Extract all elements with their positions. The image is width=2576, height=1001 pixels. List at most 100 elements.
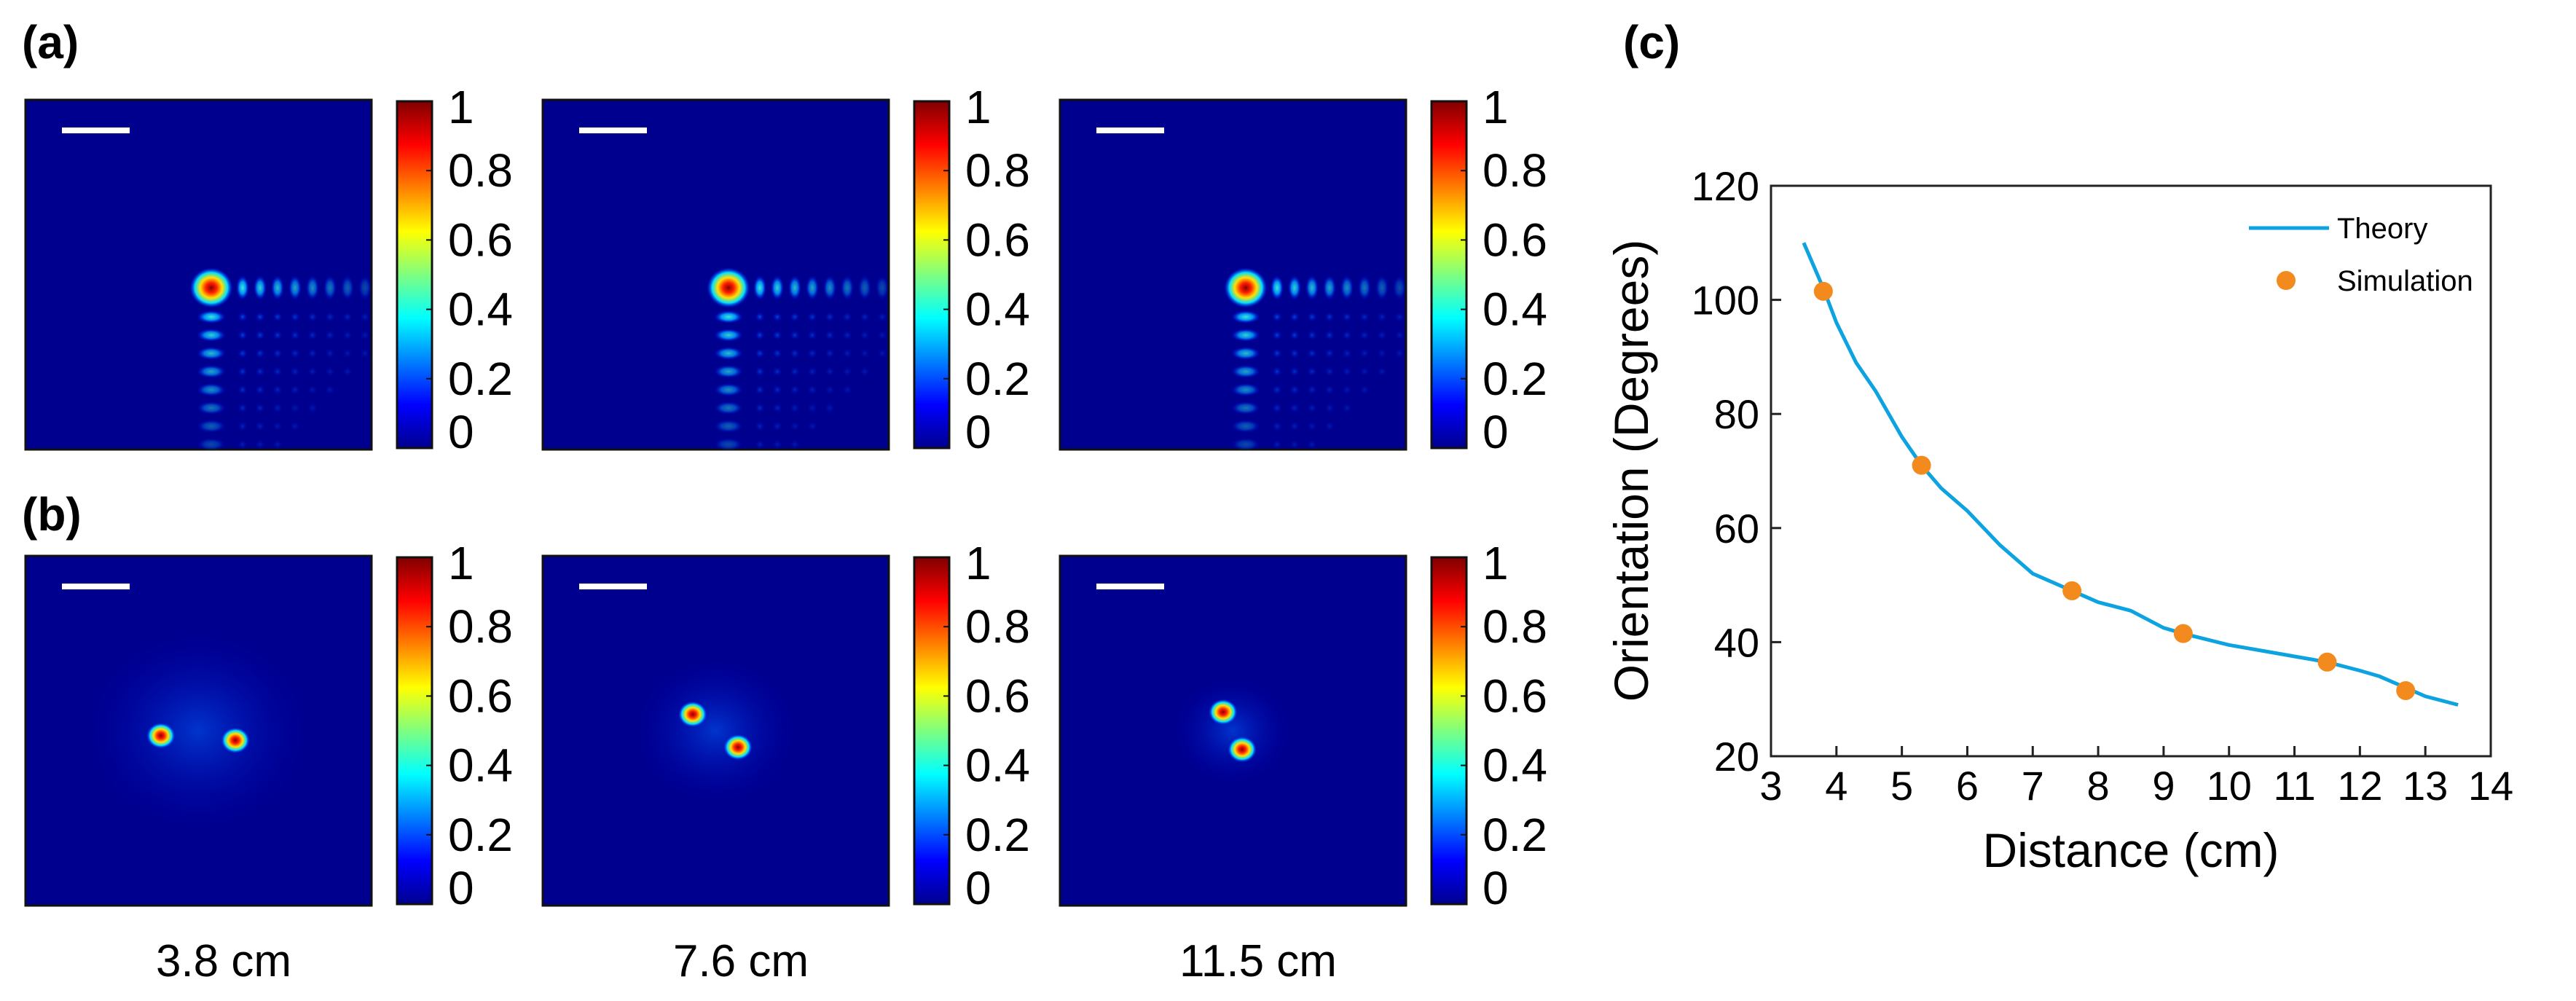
lattice-lobe (755, 439, 765, 450)
lattice-lobe (1272, 385, 1282, 395)
lattice-lobe (755, 385, 765, 395)
lattice-lobe (1272, 403, 1282, 413)
lattice-lobe (1289, 385, 1300, 395)
panel-label-b: (b) (22, 488, 82, 541)
colorbar: 00.2 0.4 0.6 0.8 1 (396, 81, 513, 458)
colorbar-tick-label: 0.8 (1483, 600, 1547, 653)
colorbar-tick-label: 0.8 (965, 600, 1030, 653)
side-lobe (1231, 310, 1260, 323)
focus-spot (678, 701, 707, 728)
colorbar-tick-label: 0.2 (448, 353, 513, 405)
distance-label-2: 7.6 cm (673, 936, 809, 986)
side-lobe (876, 275, 889, 300)
colorbar-scale (396, 556, 433, 906)
colorbar: 00.2 0.4 0.6 0.8 1 (1430, 537, 1547, 914)
lattice-lobe (237, 385, 248, 395)
side-lobe (1231, 329, 1260, 342)
side-lobe (1231, 383, 1260, 396)
side-lobe (806, 275, 819, 300)
x-axis: 3 4 5 6 7 8 9 10 11 12 13 14 (1759, 746, 2513, 809)
lattice-lobe (1289, 366, 1300, 377)
colorbar-tick-label: 0.4 (1483, 739, 1547, 792)
lattice-lobe (1289, 439, 1300, 450)
lattice-lobe (807, 312, 817, 322)
lattice-lobe (237, 403, 248, 413)
lattice-lobe (807, 421, 817, 431)
colorbar-tick-label: 1 (965, 537, 991, 589)
lattice-lobe (272, 312, 283, 322)
side-lobe (197, 347, 226, 360)
lattice-lobe (255, 385, 265, 395)
y-tick-label: 120 (1692, 163, 1759, 209)
lattice-lobe (807, 385, 817, 395)
lattice-lobe (272, 403, 283, 413)
side-lobe (197, 383, 226, 396)
lattice-lobe (255, 421, 265, 431)
lattice-lobe (255, 330, 265, 340)
distance-label-1: 3.8 cm (156, 936, 291, 986)
lattice-lobe (1377, 312, 1387, 322)
simulation-point (2062, 581, 2082, 600)
lattice-lobe (790, 421, 800, 431)
colorbar-tick-label: 0.2 (965, 353, 1030, 405)
colorbar-tick-label: 0 (448, 406, 474, 458)
colorbar-tick-label: 0 (965, 862, 991, 914)
colorbar-tick-label: 0.4 (448, 739, 513, 792)
lattice-lobe (1307, 385, 1317, 395)
lattice-lobe (290, 312, 300, 322)
x-tick-label: 11 (2273, 763, 2315, 809)
lattice-lobe (1307, 366, 1317, 377)
side-lobe (1340, 275, 1354, 300)
side-lobe (714, 365, 743, 378)
lattice-lobe (272, 366, 283, 377)
colorbar-tick-label: 0 (1483, 406, 1509, 458)
side-lobe (714, 438, 743, 451)
colorbar: 00.2 0.4 0.6 0.8 1 (396, 537, 513, 914)
side-lobe (197, 401, 226, 415)
side-lobe (714, 310, 743, 323)
side-lobe (714, 401, 743, 415)
x-tick-label: 7 (2022, 763, 2044, 809)
lattice-lobe (1289, 348, 1300, 358)
main-lobe (1224, 267, 1268, 308)
lattice-lobe (1324, 330, 1335, 340)
focus-spot (1228, 736, 1257, 763)
lattice-lobe (272, 330, 283, 340)
lattice-lobe (807, 348, 817, 358)
lattice-lobe (342, 330, 353, 340)
colorbar-tick-label: 1 (1483, 81, 1509, 133)
lattice-lobe (825, 385, 835, 395)
lattice-lobe (1307, 439, 1317, 450)
side-lobe (271, 275, 284, 300)
side-lobe (197, 310, 226, 323)
lattice-lobe (255, 439, 265, 450)
x-tick-label: 14 (2468, 763, 2513, 809)
colorbar-tick-label: 0.6 (965, 213, 1030, 266)
legend: Theory Simulation (2249, 213, 2473, 297)
lattice-lobe (325, 348, 335, 358)
lattice-lobe (1324, 403, 1335, 413)
lattice-lobe (342, 366, 353, 377)
lattice-lobe (290, 421, 300, 431)
lattice-lobe (755, 366, 765, 377)
lattice-lobe (237, 312, 248, 322)
panel-a-map-3: 00.2 0.4 0.6 0.8 1 (1059, 81, 1547, 458)
lattice-lobe (342, 348, 353, 358)
lattice-lobe (1289, 330, 1300, 340)
colorbar-tick-label: 0.6 (1483, 670, 1547, 722)
lattice-lobe (307, 312, 318, 322)
lattice-lobe (772, 385, 782, 395)
lattice-lobe (1289, 312, 1300, 322)
lattice-lobe (1324, 366, 1335, 377)
lattice-lobe (1342, 385, 1352, 395)
lattice-lobe (860, 366, 870, 377)
lattice-lobe (255, 366, 265, 377)
lattice-lobe (1289, 403, 1300, 413)
side-lobe (753, 275, 766, 300)
colorbar-tick-label: 0.8 (448, 600, 513, 653)
colorbar: 00.2 0.4 0.6 0.8 1 (913, 537, 1030, 914)
lattice-lobe (1394, 312, 1405, 322)
background-haze (1174, 678, 1291, 783)
lattice-lobe (360, 348, 370, 358)
lattice-lobe (1272, 421, 1282, 431)
